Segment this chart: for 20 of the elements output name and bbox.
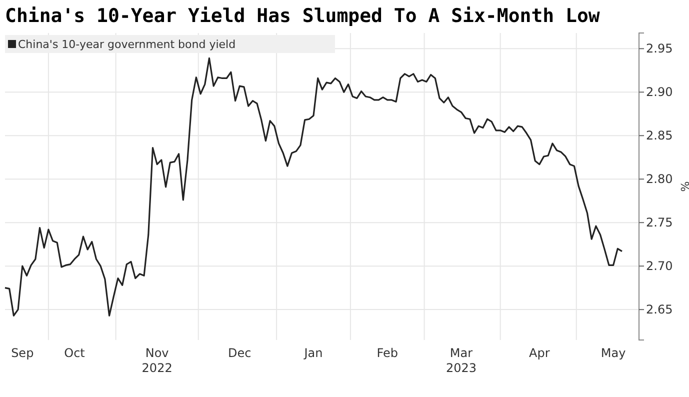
y-tick-label: 2.85 <box>646 128 673 142</box>
y-tick-label: 2.80 <box>646 172 673 186</box>
x-tick-label: Dec <box>228 346 252 360</box>
x-tick-label: Sep <box>11 346 34 360</box>
x-tick-label: Nov 2022 <box>142 346 172 375</box>
y-tick-label: 2.70 <box>646 258 673 273</box>
y-tick-label: 2.75 <box>646 215 673 230</box>
x-tick-label: May <box>600 346 626 360</box>
x-tick-label: Mar 2023 <box>446 346 477 375</box>
x-tick-label: Jan <box>303 346 323 360</box>
x-tick-label: Apr <box>529 346 550 360</box>
y-tick-label: 2.95 <box>646 41 673 56</box>
chart-title: China's 10-Year Yield Has Slumped To A Six-Month Low <box>5 5 600 27</box>
x-tick-label: Oct <box>64 346 86 360</box>
y-tick-label: 2.90 <box>646 84 673 99</box>
x-tick-label: Feb <box>376 346 398 360</box>
legend-label: China's 10-year government bond yield <box>18 38 236 51</box>
line-series <box>4 57 623 316</box>
y-tick-label: 2.65 <box>646 302 673 316</box>
y-axis-title: % <box>678 181 689 192</box>
